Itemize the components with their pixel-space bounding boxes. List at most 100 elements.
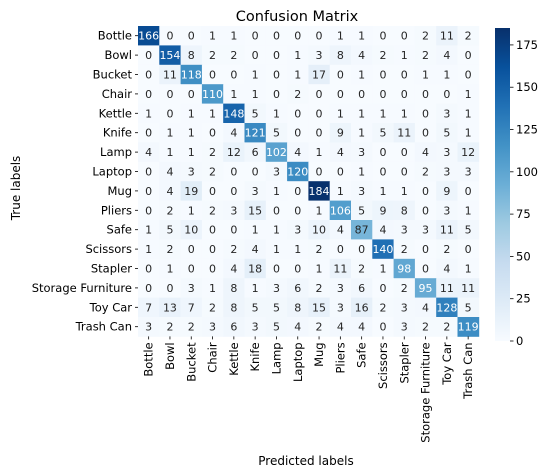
heatmap-cell bbox=[457, 297, 480, 318]
heatmap-cell bbox=[436, 317, 458, 337]
heatmap-cell bbox=[351, 200, 373, 221]
heatmap-cell bbox=[414, 239, 437, 260]
cell-value-label: 102 bbox=[266, 146, 287, 159]
cell-value-label: 3 bbox=[358, 185, 365, 198]
cell-value-label: 2 bbox=[401, 282, 408, 295]
heatmap-cell bbox=[180, 64, 203, 85]
heatmap-cell bbox=[393, 26, 416, 46]
heatmap-cell bbox=[372, 26, 394, 46]
heatmap-cell bbox=[351, 45, 373, 66]
heatmap-cell bbox=[244, 64, 267, 85]
cell-value-label: 0 bbox=[273, 69, 280, 82]
heatmap-cell bbox=[329, 200, 352, 221]
heatmap-cell bbox=[393, 220, 416, 240]
cell-value-label: 0 bbox=[209, 263, 216, 276]
heatmap-cell bbox=[180, 297, 203, 318]
heatmap-cell bbox=[393, 103, 416, 124]
cell-value-label: 3 bbox=[401, 301, 408, 314]
heatmap-cell bbox=[393, 239, 416, 260]
heatmap-cell bbox=[308, 26, 331, 46]
cell-value-label: 1 bbox=[358, 166, 365, 179]
cell-value-label: 0 bbox=[358, 243, 365, 256]
heatmap-cell bbox=[308, 220, 331, 240]
y-tick-label: Toy Car bbox=[89, 300, 133, 314]
cell-value-label: 2 bbox=[209, 146, 216, 159]
cell-value-label: 98 bbox=[397, 263, 411, 276]
heatmap-cell bbox=[329, 64, 352, 85]
cell-value-label: 2 bbox=[465, 30, 472, 43]
heatmap-cell bbox=[414, 142, 437, 163]
cell-value-label: 3 bbox=[252, 185, 259, 198]
heatmap-cell bbox=[457, 258, 480, 279]
heatmap-cell bbox=[308, 161, 331, 182]
cell-value-label: 19 bbox=[184, 185, 198, 198]
cell-value-label: 0 bbox=[422, 263, 429, 276]
cell-value-label: 1 bbox=[252, 69, 259, 82]
cell-value-label: 0 bbox=[465, 69, 472, 82]
heatmap-cell bbox=[244, 258, 267, 279]
heatmap-cell bbox=[201, 161, 224, 182]
heatmap-cell bbox=[159, 278, 181, 298]
heatmap-cell bbox=[201, 220, 224, 240]
y-tick-label: Stapler bbox=[91, 262, 132, 276]
heatmap-cell bbox=[138, 161, 160, 182]
cell-value-label: 18 bbox=[248, 263, 262, 276]
cell-value-label: 95 bbox=[419, 282, 433, 295]
heatmap-cell bbox=[287, 64, 309, 85]
cell-value-label: 3 bbox=[209, 321, 216, 334]
cell-value-label: 0 bbox=[145, 204, 152, 217]
heatmap-cell bbox=[329, 84, 352, 104]
heatmap-cell bbox=[436, 200, 458, 221]
heatmap-cell bbox=[329, 317, 352, 337]
colorbar-tick-label: 25 bbox=[516, 292, 531, 306]
cell-value-label: 10 bbox=[312, 224, 326, 237]
cell-value-label: 128 bbox=[436, 301, 457, 314]
cell-value-label: 8 bbox=[230, 301, 237, 314]
cell-value-label: 2 bbox=[166, 204, 173, 217]
cell-value-label: 2 bbox=[443, 321, 450, 334]
heatmap-cell bbox=[457, 200, 480, 221]
cell-value-label: 0 bbox=[337, 88, 344, 101]
heatmap-cell bbox=[159, 103, 181, 124]
heatmap-cell bbox=[265, 220, 288, 240]
heatmap-cell bbox=[308, 181, 331, 201]
cell-value-label: 0 bbox=[209, 224, 216, 237]
cell-value-label: 4 bbox=[252, 243, 259, 256]
colorbar-tick-label: 100 bbox=[516, 165, 538, 179]
heatmap-cell bbox=[287, 123, 309, 143]
cell-value-label: 1 bbox=[252, 88, 259, 101]
cell-value-label: 4 bbox=[337, 224, 344, 237]
heatmap-cell bbox=[201, 239, 224, 260]
cell-value-label: 120 bbox=[287, 166, 308, 179]
cell-value-label: 0 bbox=[273, 30, 280, 43]
heatmap-cell bbox=[159, 200, 181, 221]
heatmap-cell bbox=[372, 278, 394, 298]
heatmap-cell bbox=[308, 278, 331, 298]
heatmap-cell bbox=[180, 161, 203, 182]
cell-value-label: 1 bbox=[358, 69, 365, 82]
heatmap-cell bbox=[393, 297, 416, 318]
cell-value-label: 1 bbox=[209, 30, 216, 43]
heatmap-cell bbox=[372, 84, 394, 104]
heatmap-cell bbox=[372, 142, 394, 163]
y-tick-label: Mug bbox=[107, 184, 132, 198]
heatmap-cell bbox=[287, 161, 309, 182]
heatmap-cell bbox=[329, 239, 352, 260]
cell-value-label: 1 bbox=[273, 185, 280, 198]
cell-value-label: 12 bbox=[227, 146, 241, 159]
heatmap-cell bbox=[372, 258, 394, 279]
heatmap-cell bbox=[329, 142, 352, 163]
cell-value-label: 140 bbox=[372, 243, 393, 256]
heatmap-cell bbox=[329, 161, 352, 182]
y-tick-label: Pliers bbox=[101, 203, 132, 217]
cell-value-label: 0 bbox=[337, 69, 344, 82]
heatmap-cell bbox=[308, 103, 331, 124]
cell-value-label: 3 bbox=[252, 321, 259, 334]
cell-value-label: 4 bbox=[230, 263, 237, 276]
heatmap-cell bbox=[138, 258, 160, 279]
heatmap-cell bbox=[244, 123, 267, 143]
y-tick-label: Bottle bbox=[98, 29, 132, 43]
heatmap-cell bbox=[457, 26, 480, 46]
cell-value-label: 1 bbox=[337, 185, 344, 198]
heatmap-cell bbox=[287, 84, 309, 104]
